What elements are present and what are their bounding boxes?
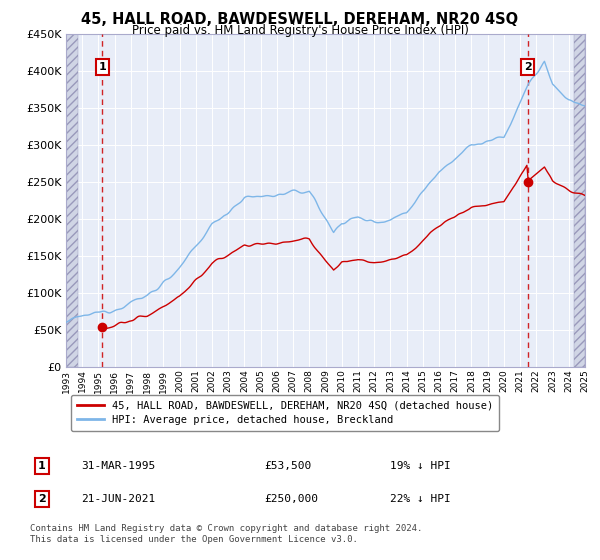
Text: 22% ↓ HPI: 22% ↓ HPI: [390, 494, 451, 504]
Text: 2: 2: [524, 62, 532, 72]
Text: 1: 1: [38, 461, 46, 471]
Text: 31-MAR-1995: 31-MAR-1995: [81, 461, 155, 471]
Text: Price paid vs. HM Land Registry's House Price Index (HPI): Price paid vs. HM Land Registry's House …: [131, 24, 469, 36]
Text: 21-JUN-2021: 21-JUN-2021: [81, 494, 155, 504]
Text: 1: 1: [98, 62, 106, 72]
Text: Contains HM Land Registry data © Crown copyright and database right 2024.
This d: Contains HM Land Registry data © Crown c…: [30, 524, 422, 544]
Text: 45, HALL ROAD, BAWDESWELL, DEREHAM, NR20 4SQ: 45, HALL ROAD, BAWDESWELL, DEREHAM, NR20…: [82, 12, 518, 27]
Text: 2: 2: [38, 494, 46, 504]
Legend: 45, HALL ROAD, BAWDESWELL, DEREHAM, NR20 4SQ (detached house), HPI: Average pric: 45, HALL ROAD, BAWDESWELL, DEREHAM, NR20…: [71, 395, 499, 431]
Bar: [66, 34, 78, 367]
Text: £250,000: £250,000: [264, 494, 318, 504]
Text: £53,500: £53,500: [264, 461, 311, 471]
Bar: [574, 34, 585, 367]
Text: 19% ↓ HPI: 19% ↓ HPI: [390, 461, 451, 471]
